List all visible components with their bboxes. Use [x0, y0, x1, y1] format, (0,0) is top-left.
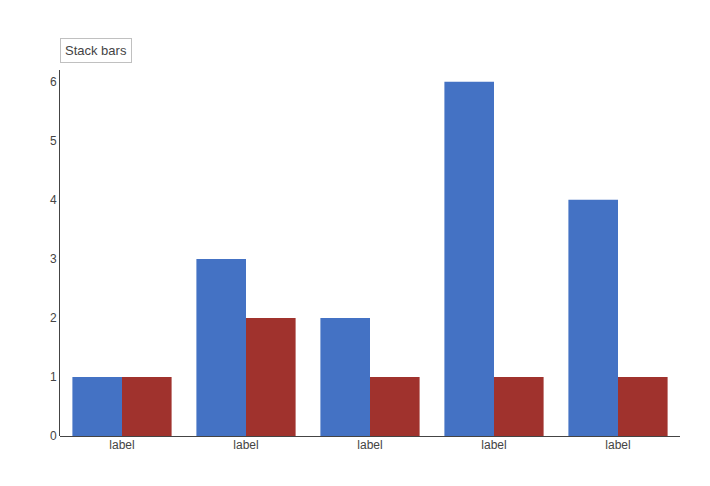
svg-text:6: 6	[50, 75, 57, 89]
svg-text:0: 0	[50, 429, 57, 443]
svg-text:Stack bars: Stack bars	[65, 43, 127, 58]
svg-text:label: label	[109, 438, 134, 452]
svg-text:label: label	[605, 438, 630, 452]
svg-text:1: 1	[50, 370, 57, 384]
svg-text:5: 5	[50, 134, 57, 148]
svg-text:2: 2	[50, 311, 57, 325]
svg-text:label: label	[481, 438, 506, 452]
svg-text:label: label	[357, 438, 382, 452]
svg-text:3: 3	[50, 252, 57, 266]
svg-text:4: 4	[50, 193, 57, 207]
svg-text:label: label	[233, 438, 258, 452]
